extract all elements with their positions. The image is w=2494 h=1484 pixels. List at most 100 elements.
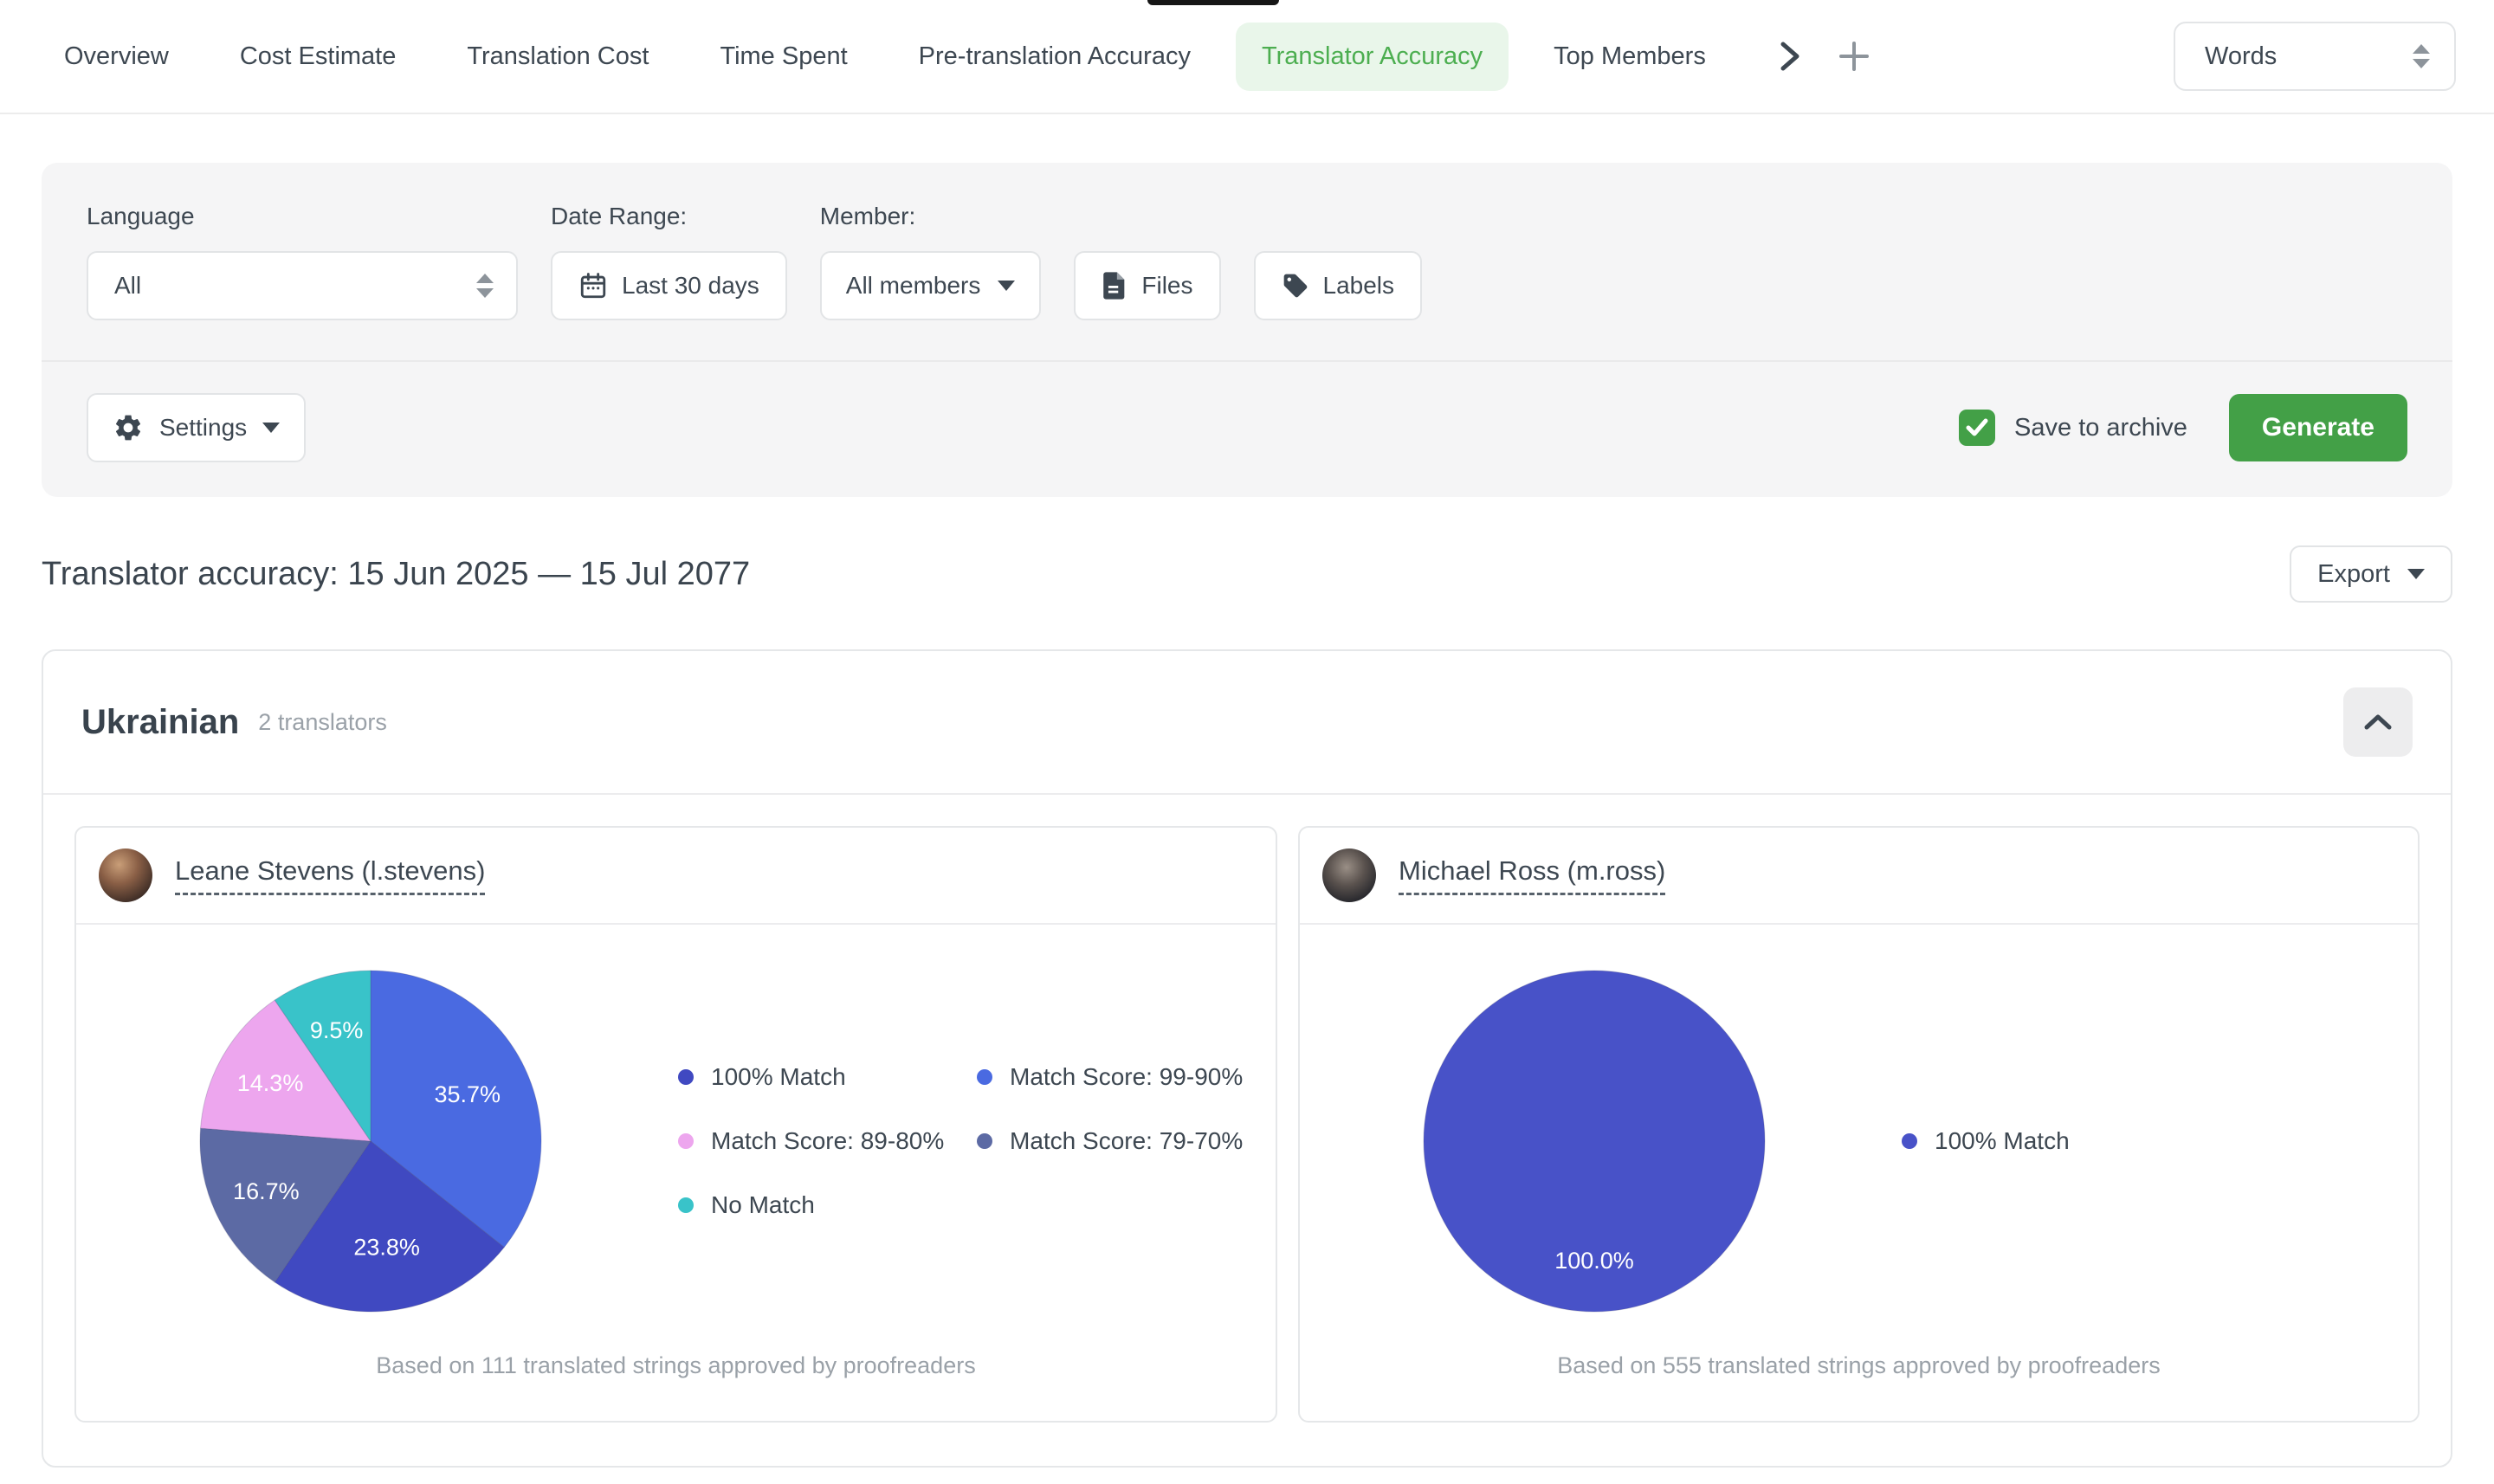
legend-label: Match Score: 79-70%	[1010, 1127, 1244, 1154]
translator-name-link[interactable]: Michael Ross (m.ross)	[1399, 855, 1666, 895]
tab-translation-cost[interactable]: Translation Cost	[467, 42, 649, 70]
legend-dot-icon	[977, 1069, 992, 1085]
pie-slice	[199, 1127, 372, 1283]
translator-name-link[interactable]: Leane Stevens (l.stevens)	[175, 855, 486, 895]
tab-top-members[interactable]: Top Members	[1554, 42, 1706, 70]
unit-select-value: Words	[2205, 42, 2278, 70]
translator-card: Michael Ross (m.ross) 100.0% 100% Match …	[1298, 826, 2420, 1423]
pie-slice	[274, 970, 372, 1143]
accuracy-pie-chart: 35.7% 23.8% 16.7% 14.3% 9.5%	[199, 970, 542, 1313]
member-filter-group: Member: All members	[819, 203, 1042, 320]
actions-right: Save to archive Generate	[1959, 394, 2407, 461]
calendar-icon	[580, 273, 606, 299]
tab-time-spent[interactable]: Time Spent	[720, 42, 848, 70]
filter-panel: Language All Date Range: Last 30 days	[42, 163, 2452, 497]
date-range-label: Date Range:	[551, 203, 688, 229]
language-section-card: Ukrainian 2 translators Leane Stevens (l…	[42, 649, 2452, 1468]
settings-button-label: Settings	[159, 414, 248, 441]
caret-down-icon	[998, 281, 1016, 291]
more-tabs-button[interactable]	[1779, 37, 1801, 75]
accuracy-pie-chart: 100.0%	[1423, 970, 1766, 1313]
chart-legend: 100% Match	[1902, 1127, 2070, 1155]
member-select-value: All members	[845, 272, 981, 299]
legend-dot-icon	[678, 1133, 694, 1149]
generate-button[interactable]: Generate	[2228, 394, 2407, 461]
language-name: Ukrainian	[81, 702, 240, 741]
labels-filter-button[interactable]: Labels	[1253, 251, 1423, 320]
date-range-button[interactable]: Last 30 days	[551, 251, 787, 320]
report-tabs: Overview Cost Estimate Translation Cost Tim…	[38, 22, 1751, 91]
language-section-header: Ukrainian 2 translators	[43, 651, 2451, 795]
legend-item: Match Score: 79-70%	[977, 1127, 1276, 1155]
settings-button[interactable]: Settings	[87, 393, 307, 462]
save-to-archive-checkbox[interactable]	[1959, 410, 1996, 446]
check-icon	[1966, 418, 1988, 436]
gear-icon	[115, 415, 141, 441]
chevron-up-icon	[2364, 714, 2392, 730]
tag-icon	[1283, 274, 1307, 298]
chart-footnote: Based on 555 translated strings approved…	[1557, 1352, 2161, 1378]
language-select[interactable]: All	[87, 251, 518, 320]
slice-label: 9.5%	[310, 1017, 364, 1043]
files-filter-button[interactable]: Files	[1074, 251, 1221, 320]
legend-item: Match Score: 89-80%	[678, 1127, 977, 1155]
report-title-row: Translator accuracy: 15 Jun 2025 — 15 Ju…	[42, 545, 2452, 603]
actions-row: Settings Save to archive Generate	[42, 362, 2452, 497]
collapse-section-button[interactable]	[2343, 687, 2413, 757]
legend-dot-icon	[977, 1133, 992, 1149]
slice-label: 16.7%	[233, 1178, 300, 1204]
translator-card-header: Leane Stevens (l.stevens)	[76, 828, 1276, 925]
translator-card-header: Michael Ross (m.ross)	[1300, 828, 2418, 925]
pie-slice	[200, 999, 372, 1142]
member-select[interactable]: All members	[819, 251, 1042, 320]
page-title: Translator accuracy: 15 Jun 2025 — 15 Ju…	[42, 555, 751, 592]
date-range-group: Date Range: Last 30 days	[551, 203, 787, 320]
language-filter-group: Language All	[87, 203, 518, 320]
chart-legend: 100% Match Match Score: 99-90% Match Score…	[678, 1063, 1276, 1219]
pie-slice	[1423, 970, 1766, 1313]
slice-label: 23.8%	[353, 1235, 420, 1261]
legend-label: Match Score: 89-80%	[711, 1127, 945, 1154]
pie-slice	[370, 970, 542, 1248]
files-button-label: Files	[1141, 272, 1193, 299]
legend-item: 100% Match	[1902, 1127, 2070, 1155]
translator-card: Leane Stevens (l.stevens) 35.7% 23.8% 16.7…	[74, 826, 1277, 1423]
tab-translator-accuracy[interactable]: Translator Accuracy	[1235, 22, 1509, 91]
legend-dot-icon	[678, 1197, 694, 1213]
language-select-value: All	[114, 272, 142, 299]
panel-divider	[42, 360, 2452, 362]
slice-label: 14.3%	[237, 1070, 304, 1096]
date-range-value: Last 30 days	[622, 272, 759, 299]
legend-label: 100% Match	[711, 1063, 846, 1090]
chevron-right-icon	[1780, 42, 1799, 71]
legend-label: 100% Match	[1935, 1127, 2070, 1154]
unit-select[interactable]: Words	[2174, 22, 2456, 91]
tab-cost-estimate[interactable]: Cost Estimate	[239, 42, 397, 70]
window-notch-artifact	[1147, 0, 1279, 5]
sort-arrows-icon	[2413, 44, 2430, 68]
plus-icon	[1838, 42, 1869, 71]
sort-arrows-icon	[476, 274, 494, 298]
translators-count: 2 translators	[258, 708, 387, 735]
file-icon	[1103, 272, 1125, 300]
chart-row: 35.7% 23.8% 16.7% 14.3% 9.5% 100% Match Match…	[76, 925, 1276, 1314]
pie-slice	[274, 1140, 505, 1313]
tab-overview[interactable]: Overview	[64, 42, 169, 70]
avatar	[99, 848, 152, 902]
tab-pre-translation-accuracy[interactable]: Pre-translation Accuracy	[918, 42, 1191, 70]
translator-cards-row: Leane Stevens (l.stevens) 35.7% 23.8% 16.7…	[43, 795, 2451, 1466]
save-to-archive-label[interactable]: Save to archive	[2014, 413, 2187, 442]
legend-item: No Match	[678, 1191, 977, 1219]
filter-row: Language All Date Range: Last 30 days	[42, 163, 2452, 360]
legend-label: No Match	[711, 1191, 815, 1218]
labels-button-label: Labels	[1322, 272, 1395, 299]
caret-down-icon	[262, 423, 281, 433]
member-label: Member:	[819, 203, 916, 229]
caret-down-icon	[2407, 569, 2425, 579]
chart-row: 100.0% 100% Match	[1300, 925, 2418, 1314]
legend-item: Match Score: 99-90%	[977, 1063, 1276, 1091]
export-button[interactable]: Export	[2290, 545, 2452, 603]
avatar	[1322, 848, 1376, 902]
add-report-button[interactable]	[1838, 40, 1870, 73]
legend-item: 100% Match	[678, 1063, 977, 1091]
